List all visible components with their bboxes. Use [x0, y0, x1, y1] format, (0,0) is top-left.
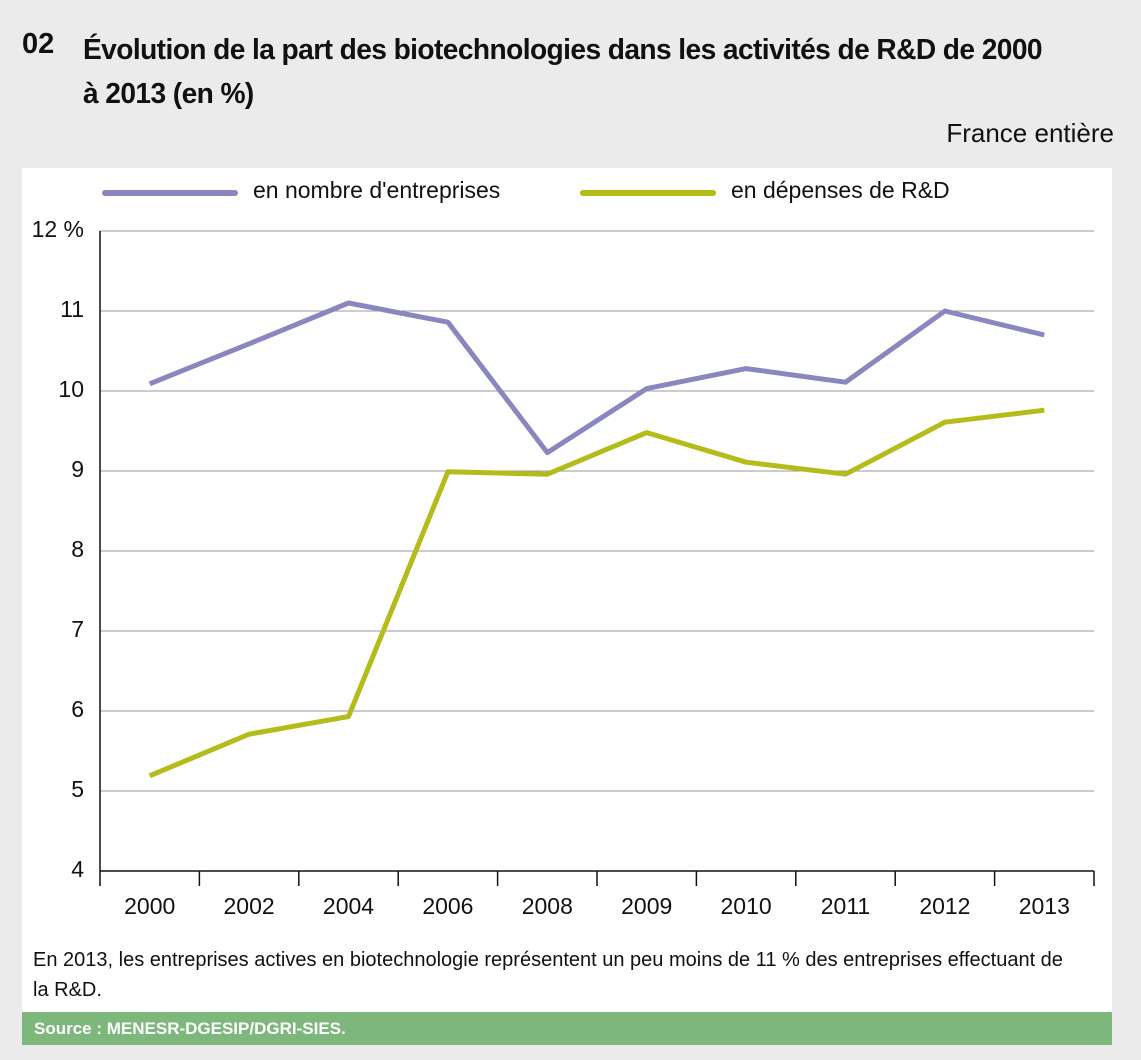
x-tick-label: 2000	[124, 893, 175, 919]
note: En 2013, les entreprises actives en biot…	[33, 949, 1063, 1001]
chart-title: Évolution de la part des biotechnologies…	[83, 34, 1043, 110]
x-tick-label: 2006	[422, 893, 473, 919]
y-tick-label: 7	[71, 616, 84, 642]
y-tick-label: 11	[60, 296, 84, 322]
y-tick-label: 9	[71, 456, 84, 482]
x-tick-label: 2004	[323, 893, 374, 919]
source: Source : MENESR-DGESIP/DGRI-SIES.	[22, 1012, 1112, 1045]
legend-label: en dépenses de R&D	[731, 177, 950, 203]
subtitle: France entière	[946, 118, 1114, 148]
line	[148, 300, 1045, 456]
y-tick-label: 5	[71, 776, 84, 802]
x-tick-label: 2010	[721, 893, 772, 919]
x-tick-label: 2002	[224, 893, 275, 919]
figure-number: 02	[22, 28, 55, 60]
line	[148, 407, 1045, 779]
x-tick-label: 2012	[919, 893, 970, 919]
panel	[22, 168, 1112, 1045]
y-tick-label: 12 %	[32, 216, 84, 242]
y-tick-label: 8	[71, 536, 84, 562]
y-tick-label: 6	[71, 696, 84, 722]
legend-label: en nombre d'entreprises	[253, 177, 500, 203]
y-tick-label: 4	[71, 856, 84, 882]
x-tick-label: 2013	[1019, 893, 1070, 919]
x-tick-label: 2009	[621, 893, 672, 919]
x-tick-label: 2011	[821, 893, 870, 919]
x-tick-label: 2008	[522, 893, 573, 919]
y-tick-label: 10	[58, 376, 84, 402]
